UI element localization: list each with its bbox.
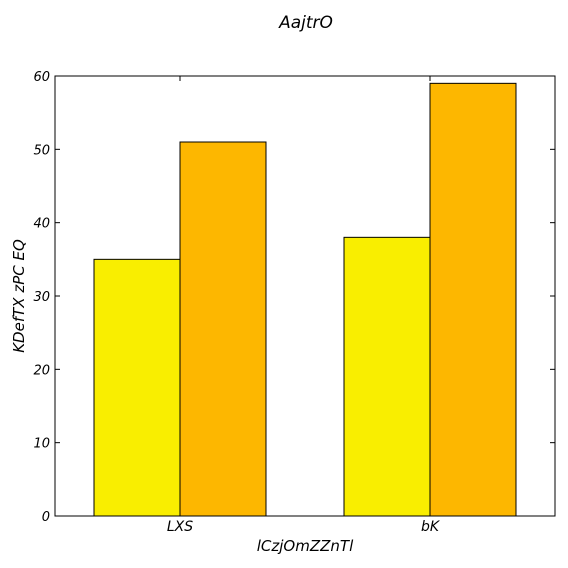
x-axis-ticks: LXS bK: [167, 76, 441, 535]
bar-bK-series-1: [343, 236, 431, 517]
y-tick-label: 60: [33, 70, 50, 85]
y-axis-ticks: 0 10 20 30 40 50 60: [33, 70, 555, 525]
y-tick-label: 10: [33, 437, 50, 452]
y-tick-label: 20: [33, 363, 50, 378]
y-axis-title: KDefTX zPC EQ: [10, 239, 28, 353]
y-tick-label: 50: [33, 143, 50, 158]
y-tick-label: 30: [33, 290, 50, 305]
y-tick-label: 0: [42, 510, 50, 525]
x-tick-label: bK: [421, 519, 441, 535]
x-axis-title: lCzjOmZZnTl: [257, 537, 354, 555]
bar-bK-series-2: [429, 82, 517, 517]
bar-LXS-series-1: [93, 258, 181, 517]
plot-area-frame: [54, 75, 556, 517]
x-tick-label: LXS: [167, 519, 193, 535]
bar-LXS-series-2: [179, 141, 267, 517]
bars-group: [93, 82, 517, 517]
chart-title: AajtrO: [278, 13, 333, 33]
y-tick-label: 40: [33, 217, 50, 232]
